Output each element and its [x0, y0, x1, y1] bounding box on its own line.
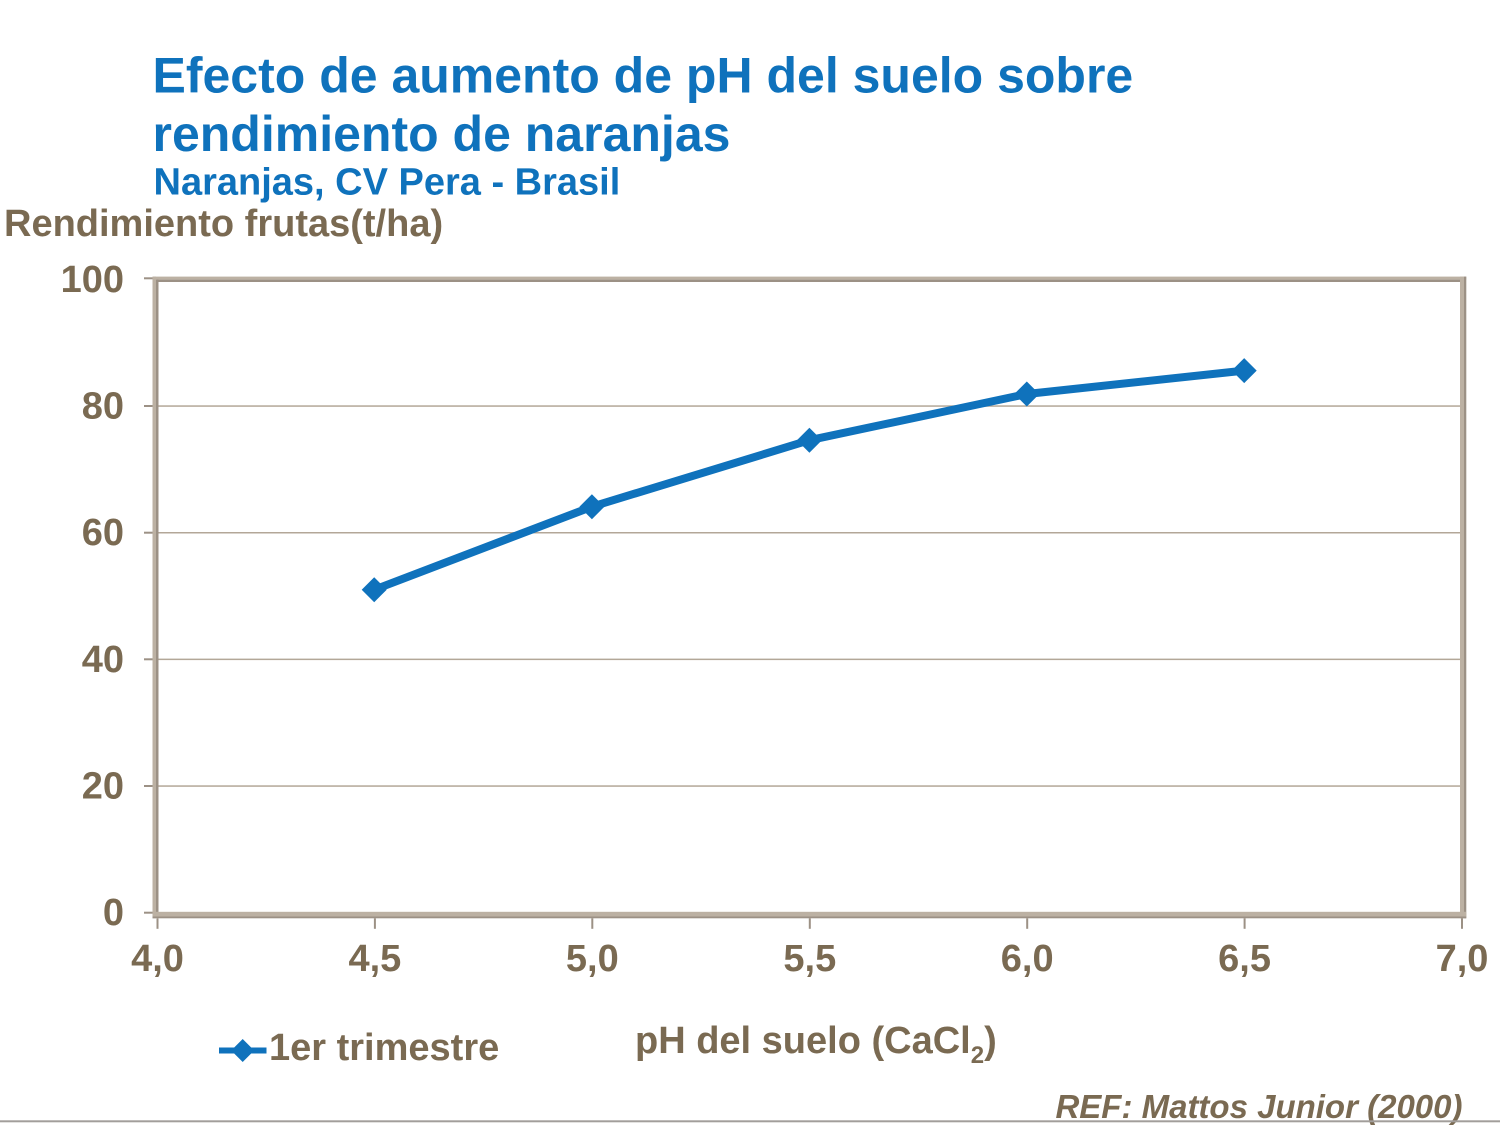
svg-text:60: 60 [82, 512, 124, 554]
svg-text:5,0: 5,0 [566, 938, 619, 980]
svg-text:0: 0 [103, 892, 124, 934]
svg-text:1er trimestre: 1er trimestre [269, 1027, 499, 1069]
svg-text:6,0: 6,0 [1001, 938, 1054, 980]
svg-text:4,0: 4,0 [131, 938, 184, 980]
svg-text:4,5: 4,5 [348, 938, 401, 980]
svg-text:6,5: 6,5 [1218, 938, 1271, 980]
svg-text:pH del suelo (CaCl2): pH del suelo (CaCl2) [635, 1020, 997, 1069]
svg-text:80: 80 [82, 386, 124, 428]
svg-text:20: 20 [82, 766, 124, 808]
svg-text:REF: Mattos Junior (2000): REF: Mattos Junior (2000) [1055, 1088, 1462, 1125]
svg-text:Naranjas, CV Pera - Brasil: Naranjas, CV Pera - Brasil [154, 161, 621, 203]
svg-text:7,0: 7,0 [1436, 938, 1489, 980]
svg-text:100: 100 [61, 259, 124, 301]
svg-text:40: 40 [82, 639, 124, 681]
svg-text:5,5: 5,5 [783, 938, 836, 980]
svg-text:Rendimiento frutas(t/ha): Rendimiento frutas(t/ha) [4, 203, 443, 245]
svg-text:rendimiento de naranjas: rendimiento de naranjas [153, 106, 731, 162]
svg-text:Efecto de aumento de pH del su: Efecto de aumento de pH del suelo sobre [153, 48, 1134, 104]
